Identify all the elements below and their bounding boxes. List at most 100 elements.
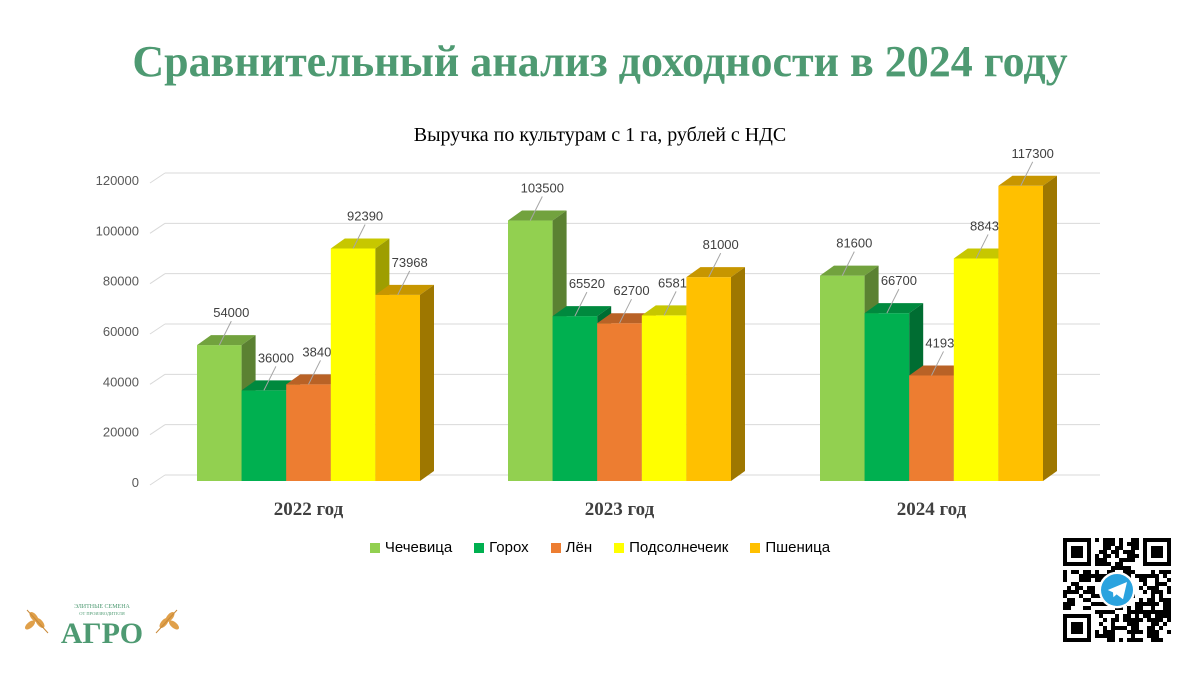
qr-module [1063,606,1067,610]
qr-module [1079,586,1083,590]
qr-finder-center [1151,546,1163,558]
logo-name: АГРО [61,617,143,650]
qr-module [1167,606,1171,610]
qr-module [1123,570,1127,574]
data-label-leader [397,270,411,296]
qr-module [1143,614,1147,618]
y-tick-label: 120000 [96,173,139,188]
data-label: 81600 [836,236,872,251]
qr-module [1103,610,1107,614]
qr-module [1115,626,1119,630]
qr-module [1159,594,1163,598]
qr-module [1131,638,1135,642]
qr-module [1151,570,1155,574]
qr-module [1143,590,1147,594]
qr-module [1103,630,1107,634]
bar-top [597,313,656,324]
qr-module [1111,638,1115,642]
qr-module [1155,618,1159,622]
bar-front [552,316,598,481]
qr-module [1115,566,1119,570]
qr-module [1083,574,1087,578]
data-label: 81000 [703,237,739,252]
qr-module [1139,610,1143,614]
qr-module [1103,542,1107,546]
qr-module [1083,570,1087,574]
bar-top [241,380,301,391]
qr-module [1155,622,1159,626]
qr-module [1167,578,1171,582]
qr-module [1067,606,1071,610]
qr-module [1071,598,1075,602]
qr-module [1127,630,1131,634]
qr-module [1155,638,1159,642]
qr-module [1123,550,1127,554]
qr-module [1063,578,1067,582]
telegram-qr-code[interactable] [1063,538,1171,642]
agro-logo: ЭЛИТНЫЕ СЕМЕНА ОТ ПРОИЗВОДИТЕЛЯ АГРО [25,604,179,650]
qr-module [1135,630,1139,634]
qr-module [1091,594,1095,598]
data-label-leader [663,291,677,316]
qr-module [1139,630,1143,634]
qr-module [1127,542,1131,546]
qr-module [1075,590,1079,594]
qr-module [1095,538,1099,542]
qr-module [1127,550,1131,554]
qr-module [1131,618,1135,622]
qr-module [1127,622,1131,626]
qr-module [1131,610,1135,614]
legend-swatch [474,542,485,553]
qr-module [1107,630,1111,634]
y-tick-label: 20000 [103,425,139,440]
gridline-depth [149,373,166,385]
gridline-depth [149,474,166,486]
data-label-leader [886,288,900,314]
qr-module [1083,598,1087,602]
qr-module [1155,586,1159,590]
qr-module [1111,566,1115,570]
qr-module [1103,558,1107,562]
qr-module [1131,626,1135,630]
qr-module [1147,598,1151,602]
qr-module [1143,574,1147,578]
qr-module [1115,618,1119,622]
legend-label: Лён [565,539,593,556]
qr-module [1135,610,1139,614]
qr-module [1095,630,1099,634]
qr-module [1167,590,1171,594]
qr-module [1151,602,1155,606]
data-label-leader [352,224,366,249]
data-label: 65520 [569,276,605,291]
qr-module [1119,626,1123,630]
y-tick-label: 0 [132,475,139,490]
gridline-depth [149,172,166,184]
qr-module [1103,562,1107,566]
qr-module [1091,602,1095,606]
data-label-leader [708,252,722,278]
qr-module [1159,610,1163,614]
qr-module [1099,562,1103,566]
qr-module [1135,606,1139,610]
qr-module [1127,638,1131,642]
qr-module [1155,602,1159,606]
qr-module [1139,578,1143,582]
qr-module [1107,538,1111,542]
qr-module [1107,634,1111,638]
data-label: 117300 [1011,146,1053,161]
qr-module [1139,574,1143,578]
qr-module [1151,622,1155,626]
qr-module [1119,542,1123,546]
data-label-leader [841,251,855,276]
bar-front [330,248,376,481]
data-label-leader [529,196,543,221]
qr-module [1123,618,1127,622]
qr-module [1163,598,1167,602]
qr-module [1131,622,1135,626]
qr-module [1115,554,1119,558]
qr-module [1119,546,1123,550]
bar-side [731,267,745,481]
qr-module [1127,554,1131,558]
legend-swatch [369,542,380,553]
data-label: 54000 [213,305,249,320]
